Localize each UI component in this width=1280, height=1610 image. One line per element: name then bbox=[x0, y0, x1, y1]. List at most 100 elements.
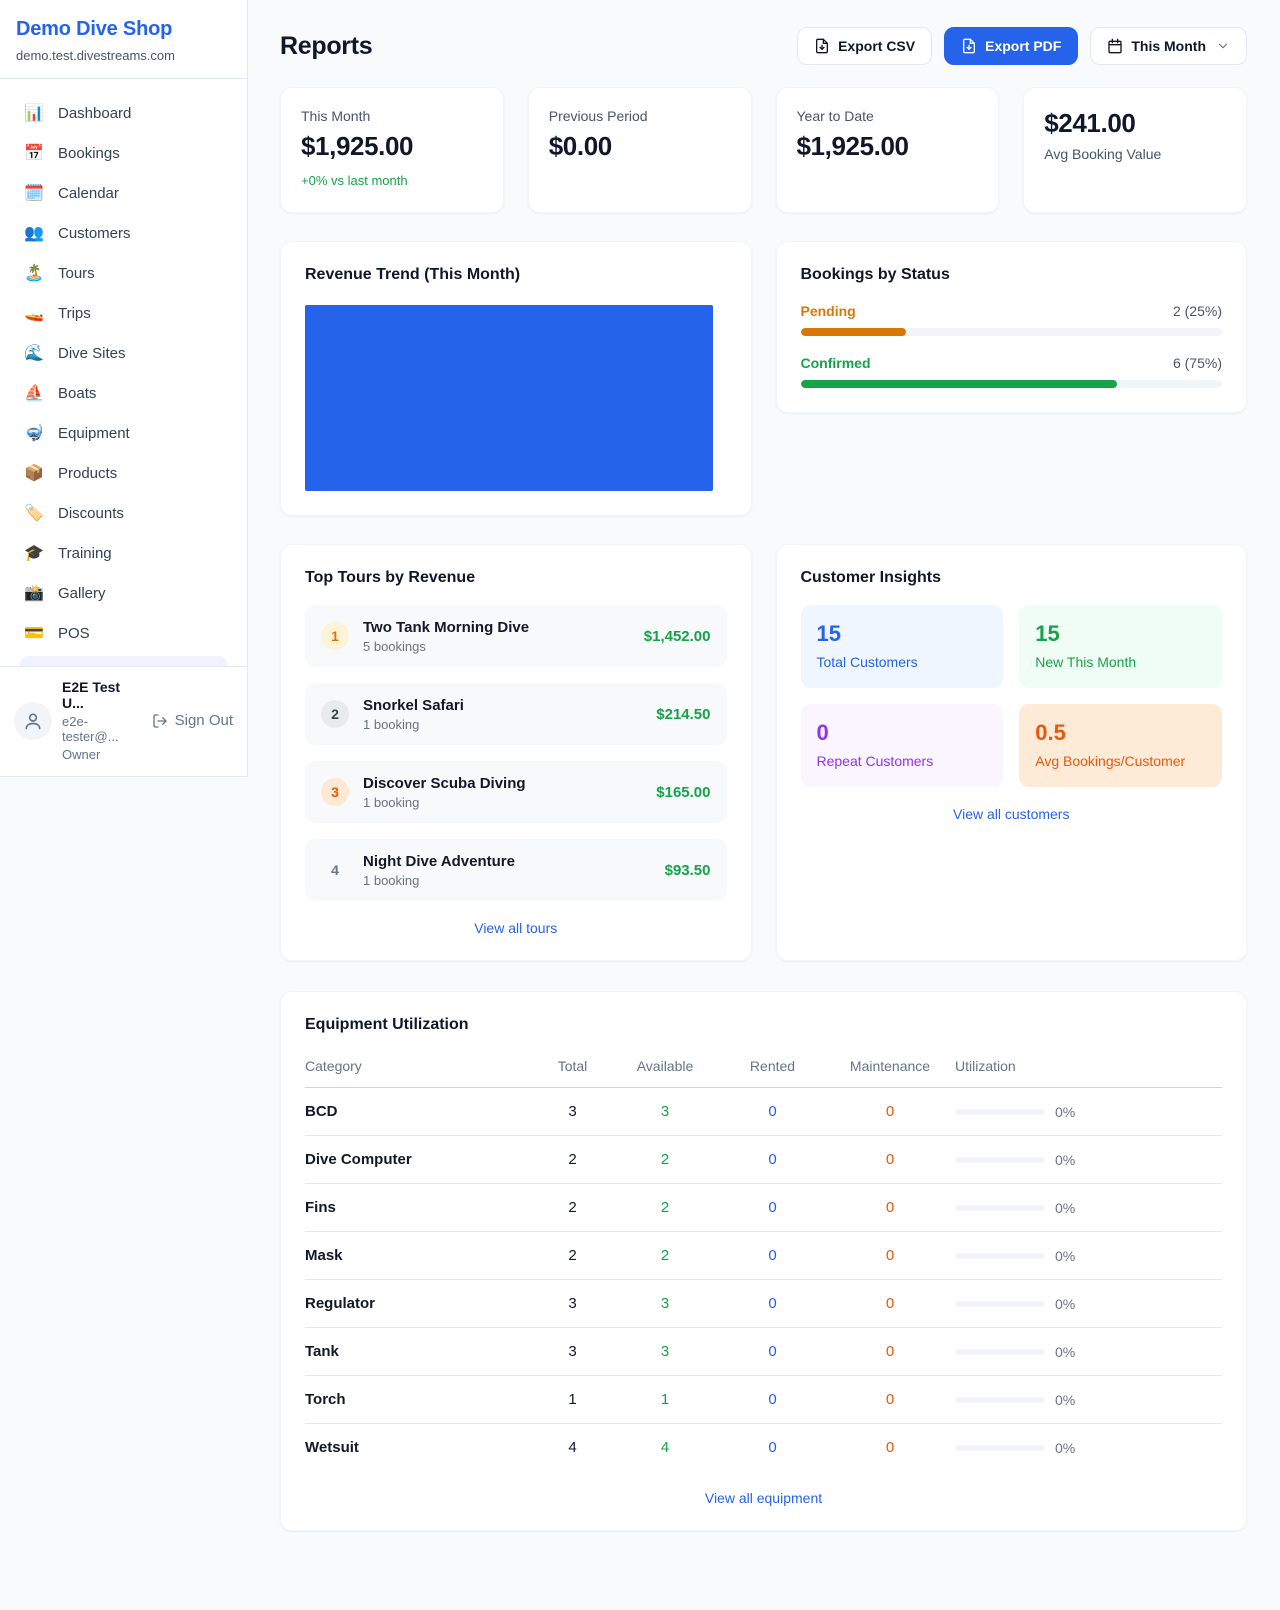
cell-available: 1 bbox=[610, 1375, 720, 1424]
export-pdf-button[interactable]: Export PDF bbox=[944, 27, 1079, 65]
bookings-by-status-title: Bookings by Status bbox=[800, 266, 950, 283]
insights-row: Top Tours by Revenue 1 Two Tank Morning … bbox=[280, 544, 1247, 961]
column-header: Utilization bbox=[955, 1048, 1222, 1088]
diving-mask-icon: 🤿 bbox=[24, 425, 44, 442]
person-icon bbox=[25, 713, 41, 729]
sidebar-item-products[interactable]: 📦 Products bbox=[10, 453, 237, 493]
sidebar-item-label: Gallery bbox=[58, 584, 106, 602]
file-download-icon bbox=[963, 38, 976, 54]
utilization-value: 0% bbox=[1055, 1247, 1076, 1264]
view-all-equipment-link[interactable]: View all equipment bbox=[305, 1490, 1222, 1506]
utilization-cell: 0% bbox=[955, 1296, 1222, 1312]
stat-label: Previous Period bbox=[548, 108, 648, 124]
status-bar-track bbox=[800, 380, 1222, 388]
export-csv-button[interactable]: Export CSV bbox=[797, 27, 933, 65]
sidebar-item-dive-sites[interactable]: 🌊 Dive Sites bbox=[10, 333, 237, 373]
sidebar-item-training[interactable]: 🎓 Training bbox=[10, 533, 237, 573]
insight-total-customers: 15 Total Customers bbox=[800, 605, 1004, 688]
utilization-cell: 0% bbox=[955, 1440, 1222, 1456]
sidebar-item-trips[interactable]: 🚤 Trips bbox=[10, 293, 237, 333]
cell-category: Mask bbox=[305, 1231, 535, 1280]
status-count: 6 (75%) bbox=[1172, 355, 1222, 371]
bookings-by-status-panel: Bookings by Status Pending 2 (25%) Confi… bbox=[775, 241, 1247, 413]
table-row: Wetsuit 4 4 0 0 0% bbox=[305, 1424, 1222, 1472]
people-icon: 👥 bbox=[24, 225, 44, 242]
view-all-tours-link[interactable]: View all tours bbox=[305, 920, 727, 936]
utilization-cell: 0% bbox=[955, 1104, 1222, 1120]
utilization-value: 0% bbox=[1055, 1151, 1076, 1168]
equipment-utilization-panel: Equipment Utilization Category Total Ava… bbox=[280, 991, 1247, 1531]
page-header: Reports Export CSV Export PDF This Month bbox=[280, 27, 1247, 65]
insight-value: 15 bbox=[1035, 621, 1060, 646]
tour-name: Night Dive Adventure bbox=[363, 852, 515, 870]
period-select[interactable]: This Month bbox=[1090, 27, 1247, 65]
insight-label: Avg Bookings/Customer bbox=[1035, 753, 1186, 769]
cell-category: Wetsuit bbox=[305, 1439, 359, 1456]
cell-available: 3 bbox=[610, 1279, 720, 1328]
cell-category: Tank bbox=[305, 1327, 535, 1376]
sidebar-item-label: Calendar bbox=[58, 184, 119, 202]
insight-value: 0.5 bbox=[1035, 720, 1066, 745]
sidebar-item-tours[interactable]: 🏝️ Tours bbox=[10, 253, 237, 293]
sailboat-icon: ⛵ bbox=[24, 385, 44, 402]
stat-card-previous-period: Previous Period $0.00 bbox=[527, 87, 752, 213]
insight-value: 0 bbox=[816, 720, 829, 745]
rank-badge: 2 bbox=[321, 700, 349, 728]
insight-label: Repeat Customers bbox=[816, 753, 934, 769]
chevron-down-icon bbox=[1216, 39, 1230, 53]
column-header: Maintenance bbox=[825, 1048, 955, 1088]
sidebar-item-reports-partial[interactable] bbox=[20, 656, 227, 666]
tour-bookings: 1 booking bbox=[363, 872, 420, 888]
cell-available: 2 bbox=[610, 1231, 720, 1280]
camera-icon: 📸 bbox=[24, 585, 44, 602]
utilization-cell: 0% bbox=[955, 1344, 1222, 1360]
sidebar-item-discounts[interactable]: 🏷️ Discounts bbox=[10, 493, 237, 533]
tour-row: 3 Discover Scuba Diving 1 booking $165.0… bbox=[305, 761, 727, 823]
view-all-customers-link[interactable]: View all customers bbox=[801, 806, 1223, 822]
cell-rented: 0 bbox=[720, 1375, 825, 1424]
sidebar-item-gallery[interactable]: 📸 Gallery bbox=[10, 573, 237, 613]
utilization-value: 0% bbox=[1055, 1199, 1076, 1216]
status-bar-fill bbox=[800, 380, 1117, 388]
tag-icon: 🏷️ bbox=[24, 505, 44, 522]
stat-card-this-month: This Month $1,925.00 +0% vs last month bbox=[280, 87, 504, 213]
sidebar-item-label: Tours bbox=[58, 264, 95, 282]
sidebar-item-bookings[interactable]: 📅 Bookings bbox=[10, 133, 237, 173]
cell-category: Torch bbox=[305, 1375, 535, 1424]
stat-value: $1,925.00 bbox=[301, 131, 414, 161]
sidebar-item-pos[interactable]: 💳 POS bbox=[10, 613, 237, 653]
utilization-value: 0% bbox=[1055, 1391, 1076, 1408]
status-bar-fill bbox=[800, 328, 906, 336]
cell-maintenance: 0 bbox=[825, 1279, 955, 1328]
sidebar-item-boats[interactable]: ⛵ Boats bbox=[10, 373, 237, 413]
utilization-cell: 0% bbox=[955, 1248, 1222, 1264]
revenue-trend-panel: Revenue Trend (This Month) bbox=[280, 241, 752, 516]
equipment-table: Category Total Available Rented Maintena… bbox=[305, 1048, 1222, 1471]
sign-out-button[interactable]: Sign Out bbox=[152, 712, 233, 729]
sidebar-item-calendar[interactable]: 🗓️ Calendar bbox=[10, 173, 237, 213]
sidebar-item-dashboard[interactable]: 📊 Dashboard bbox=[10, 93, 237, 133]
sidebar-item-customers[interactable]: 👥 Customers bbox=[10, 213, 237, 253]
table-row: Torch 1 1 0 0 0% bbox=[305, 1375, 1222, 1424]
cell-maintenance: 0 bbox=[825, 1087, 955, 1136]
column-header: Rented bbox=[720, 1048, 825, 1088]
customer-insights-panel: Customer Insights 15 Total Customers 15 … bbox=[775, 544, 1247, 961]
tour-row: 2 Snorkel Safari 1 booking $214.50 bbox=[305, 683, 727, 745]
rank-badge: 1 bbox=[321, 622, 349, 650]
cell-rented: 0 bbox=[720, 1183, 825, 1232]
insight-grid: 15 Total Customers 15 New This Month 0 R… bbox=[800, 605, 1222, 787]
cell-total: 3 bbox=[535, 1087, 610, 1136]
insight-label: Total Customers bbox=[816, 654, 918, 670]
cell-rented: 0 bbox=[720, 1135, 825, 1184]
utilization-value: 0% bbox=[1055, 1343, 1076, 1360]
sidebar-item-equipment[interactable]: 🤿 Equipment bbox=[10, 413, 237, 453]
cell-maintenance: 0 bbox=[825, 1375, 955, 1424]
stat-cards: This Month $1,925.00 +0% vs last month P… bbox=[280, 87, 1247, 213]
status-label: Confirmed bbox=[800, 355, 871, 371]
insight-new-this-month: 15 New This Month bbox=[1019, 605, 1222, 688]
tour-row: 1 Two Tank Morning Dive 5 bookings $1,45… bbox=[305, 605, 727, 667]
top-tours-title: Top Tours by Revenue bbox=[305, 569, 476, 586]
cell-category: BCD bbox=[305, 1087, 535, 1136]
logout-icon bbox=[152, 713, 167, 728]
cell-maintenance: 0 bbox=[825, 1327, 955, 1376]
